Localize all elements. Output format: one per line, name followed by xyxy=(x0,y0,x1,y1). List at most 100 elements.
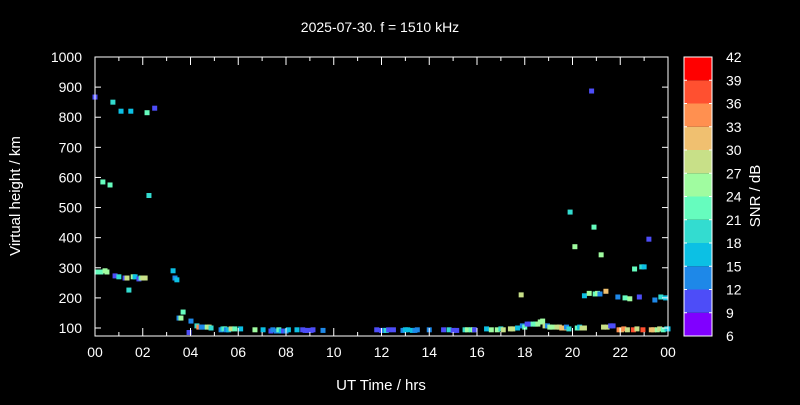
data-point xyxy=(294,327,300,333)
colorbar-swatch xyxy=(684,289,712,313)
data-point xyxy=(174,277,180,283)
x-tick-label: 06 xyxy=(230,344,246,360)
data-point xyxy=(320,327,326,333)
data-point xyxy=(304,327,310,333)
data-point xyxy=(146,193,152,199)
data-point xyxy=(107,182,113,188)
data-point xyxy=(100,179,106,185)
colorbar-tick-label: 9 xyxy=(726,305,734,321)
data-point xyxy=(610,323,616,329)
data-point xyxy=(510,326,516,332)
data-point xyxy=(170,268,176,274)
data-point xyxy=(208,325,214,331)
x-tick-label: 02 xyxy=(135,344,151,360)
colorbar-swatch xyxy=(684,196,712,220)
data-point xyxy=(597,291,603,297)
colorbar-tick-label: 12 xyxy=(726,282,742,298)
data-point xyxy=(621,326,627,332)
colorbar-tick-label: 33 xyxy=(726,119,742,135)
colorbar-swatch xyxy=(684,126,712,150)
data-point xyxy=(128,108,134,114)
colorbar-tick-label: 36 xyxy=(726,96,742,112)
colorbar-tick-label: 15 xyxy=(726,258,742,274)
data-point xyxy=(238,326,244,332)
data-point xyxy=(118,108,124,114)
data-point xyxy=(652,297,658,303)
colorbar-swatch xyxy=(684,219,712,243)
x-tick-label: 18 xyxy=(517,344,533,360)
data-point xyxy=(615,294,621,300)
y-tick-label: 1000 xyxy=(51,49,82,65)
data-point xyxy=(446,327,452,333)
data-point xyxy=(374,327,380,333)
x-tick-label: 16 xyxy=(469,344,485,360)
chart-title: 2025-07-30. f = 1510 kHz xyxy=(301,19,459,35)
data-point xyxy=(518,292,524,298)
data-point xyxy=(500,327,506,333)
y-tick-label: 200 xyxy=(59,290,83,306)
colorbar-swatch xyxy=(684,266,712,290)
colorbar-swatch xyxy=(684,243,712,267)
data-point xyxy=(450,327,456,333)
data-point xyxy=(270,327,276,333)
colorbar-tick-label: 24 xyxy=(726,189,742,205)
data-point xyxy=(110,99,116,105)
x-tick-label: 04 xyxy=(183,344,199,360)
x-tick-label: 20 xyxy=(565,344,581,360)
data-point xyxy=(104,269,110,275)
y-tick-label: 300 xyxy=(59,260,83,276)
data-point xyxy=(591,224,597,230)
colorbar: 6 9 12 15 18 21 24 27 30 33 36 39 42 xyxy=(683,49,742,344)
data-point xyxy=(646,236,652,242)
data-point xyxy=(632,266,638,272)
data-point xyxy=(641,264,647,270)
data-point xyxy=(636,294,642,300)
data-point xyxy=(549,324,555,330)
data-point xyxy=(586,290,592,296)
data-point xyxy=(581,293,587,299)
data-point xyxy=(522,324,528,330)
data-point xyxy=(144,110,150,116)
data-point xyxy=(112,273,118,279)
data-point xyxy=(540,318,546,324)
colorbar-tick-label: 6 xyxy=(726,328,734,344)
data-point xyxy=(178,315,184,321)
x-tick-label: 00 xyxy=(660,344,676,360)
data-point xyxy=(598,252,604,258)
data-point xyxy=(494,327,500,333)
data-point xyxy=(572,244,578,250)
data-point xyxy=(152,105,158,111)
data-point xyxy=(657,326,663,332)
x-tick-label: 10 xyxy=(326,344,342,360)
data-point xyxy=(472,327,478,333)
data-point xyxy=(124,275,130,281)
y-tick-label: 800 xyxy=(59,109,83,125)
data-point xyxy=(232,326,238,332)
data-point xyxy=(640,327,646,333)
data-point xyxy=(658,294,664,300)
data-point xyxy=(627,296,633,302)
colorbar-swatch xyxy=(684,80,712,104)
x-axis-label: UT Time / hrs xyxy=(336,377,426,394)
y-axis-label: Virtual height / km xyxy=(7,136,24,256)
data-point xyxy=(622,295,628,301)
axes: 00 02 04 06 08 10 12 14 16 18 20 22 0010020030040050… xyxy=(51,49,676,360)
colorbar-swatch xyxy=(684,57,712,81)
data-point xyxy=(126,287,132,293)
colorbar-tick-label: 27 xyxy=(726,165,742,181)
data-point xyxy=(484,326,490,332)
data-point xyxy=(604,324,610,330)
colorbar-tick-label: 42 xyxy=(726,49,742,65)
data-point xyxy=(414,327,420,333)
colorbar-swatch xyxy=(684,312,712,336)
colorbar-label: SNR / dB xyxy=(747,165,764,228)
data-point xyxy=(285,327,291,333)
data-point xyxy=(186,330,192,336)
data-point xyxy=(180,309,186,315)
data-point xyxy=(630,327,636,333)
colorbar-tick-label: 21 xyxy=(726,212,742,228)
data-point xyxy=(603,288,609,294)
data-point xyxy=(386,327,392,333)
y-tick-label: 500 xyxy=(59,200,83,216)
